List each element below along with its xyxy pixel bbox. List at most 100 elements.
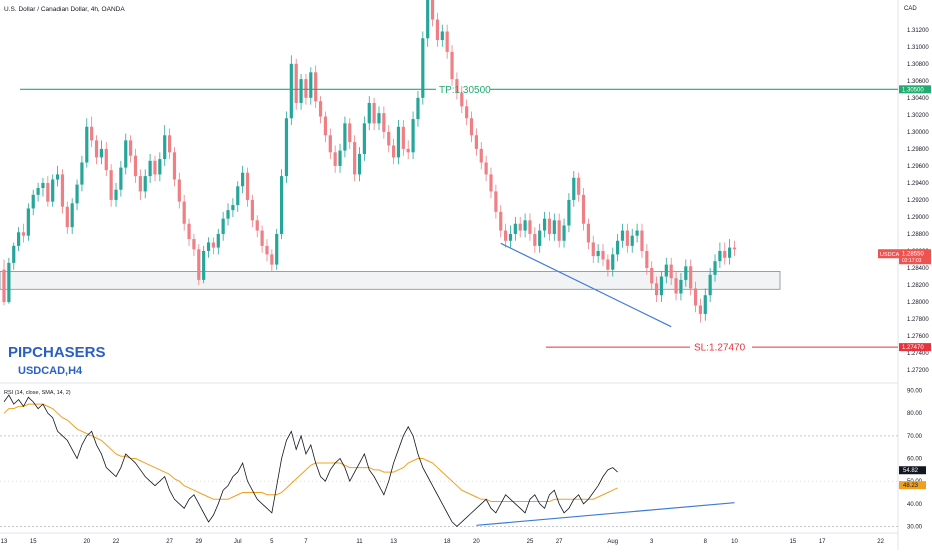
tp-label: TP:1.30500 — [439, 85, 491, 96]
price-tick-label: 1.29800 — [907, 147, 929, 153]
candle — [713, 254, 717, 282]
candle-body — [109, 170, 113, 200]
candle-body — [504, 230, 508, 241]
candle-body — [221, 218, 225, 234]
price-tick-label: 1.29000 — [907, 215, 929, 221]
candle-body — [299, 79, 303, 103]
candle — [270, 249, 274, 272]
candle-body — [75, 184, 79, 204]
candle-body — [143, 176, 147, 192]
rsi-line — [3, 394, 618, 528]
candle — [309, 67, 313, 105]
chart-title: U.S. Dollar / Canadian Dollar, 4h, OANDA — [4, 6, 125, 13]
candle — [51, 174, 55, 207]
candle — [640, 223, 644, 258]
candle — [523, 213, 527, 238]
last-price-tag — [899, 249, 931, 265]
last-price-value: 1.28550 — [902, 252, 924, 258]
candle-body — [260, 230, 264, 246]
candle-body — [542, 218, 547, 231]
candle — [75, 179, 79, 211]
candle-body — [314, 72, 318, 102]
candle — [689, 259, 693, 296]
candle — [231, 198, 235, 217]
candle-body — [518, 223, 522, 231]
candle-body — [2, 269, 6, 303]
candle — [70, 198, 74, 234]
candle — [255, 215, 259, 238]
price-tick-label: 1.27600 — [907, 334, 929, 340]
candle — [645, 244, 649, 275]
candle-body — [338, 150, 342, 166]
candle — [114, 182, 118, 207]
candle-body — [411, 119, 415, 153]
candle — [279, 169, 284, 240]
rsi-ma-line — [3, 403, 618, 503]
candle-body — [474, 135, 478, 149]
candle — [504, 223, 508, 248]
candle-body — [728, 247, 732, 258]
time-tick-label: 5 — [270, 539, 274, 545]
time-tick-label: 17 — [819, 539, 826, 545]
candle — [650, 261, 654, 291]
candle-body — [138, 176, 142, 192]
candle — [654, 276, 659, 303]
rsi-ma-value: 48.23 — [903, 483, 919, 489]
candle-body — [90, 126, 94, 141]
price-tick-label: 1.29600 — [907, 164, 929, 170]
candle — [728, 239, 732, 265]
candle-body — [377, 113, 381, 124]
candle — [129, 135, 133, 163]
candle-body — [65, 206, 69, 228]
candle — [109, 164, 113, 207]
candle — [167, 128, 172, 160]
candle — [226, 203, 230, 226]
candle-body — [703, 295, 707, 314]
candle — [36, 182, 40, 202]
candle-body — [167, 135, 172, 153]
candle — [60, 169, 65, 214]
candle-body — [538, 230, 542, 246]
candle-body — [323, 116, 328, 136]
candle — [221, 211, 225, 241]
candle — [148, 153, 152, 183]
time-tick-label: 11 — [356, 539, 363, 545]
candle — [177, 172, 181, 209]
candle — [547, 211, 552, 241]
price-tick-label: 1.28200 — [907, 283, 929, 289]
candle — [294, 58, 298, 110]
candle — [31, 189, 35, 216]
candle — [124, 133, 128, 175]
candle — [187, 218, 191, 246]
time-tick-label: 20 — [473, 539, 480, 545]
candle — [41, 177, 45, 197]
trendlines — [500, 242, 672, 328]
candle — [518, 216, 522, 238]
time-tick-label: 18 — [444, 539, 451, 545]
candle-body — [713, 261, 717, 275]
price-tick-label: 1.30400 — [907, 96, 929, 102]
candle-body — [99, 148, 103, 158]
candle — [333, 145, 337, 173]
time-tick-label: 27 — [556, 539, 563, 545]
candle — [104, 142, 108, 177]
candle-body — [226, 210, 230, 219]
candle-body — [659, 276, 664, 296]
time-tick-label: 22 — [877, 539, 884, 545]
candle-body — [469, 118, 474, 136]
candle-body — [601, 250, 605, 260]
candle-body — [547, 218, 552, 234]
rsi-value: 54.82 — [903, 468, 919, 474]
candle — [206, 237, 211, 258]
candle — [348, 118, 352, 149]
candle-body — [309, 72, 313, 98]
candle — [625, 223, 629, 253]
candle — [664, 257, 668, 284]
rsi-tick-label: 90.00 — [907, 389, 923, 395]
candle-body — [684, 266, 688, 280]
candle — [153, 155, 157, 182]
candle-body — [562, 225, 566, 241]
candle — [474, 128, 478, 156]
